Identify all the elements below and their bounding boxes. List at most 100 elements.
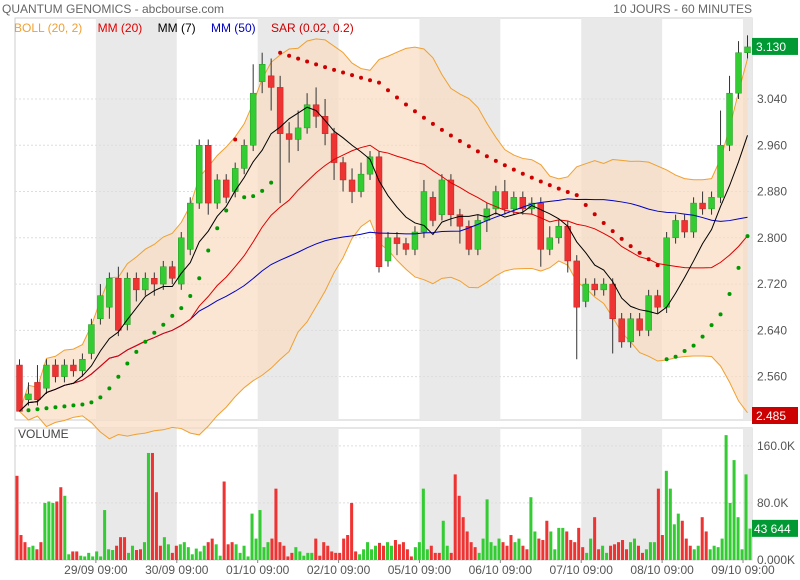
volume-bar — [246, 556, 250, 560]
candle — [115, 278, 122, 331]
sar-dot — [278, 50, 283, 55]
volume-bar — [660, 535, 664, 560]
candle — [267, 75, 275, 88]
candle — [25, 393, 32, 401]
candle — [690, 202, 697, 233]
volume-bar — [589, 538, 593, 560]
candle — [276, 87, 284, 134]
volume-bar — [712, 545, 716, 560]
volume-bar — [493, 545, 497, 560]
candle — [744, 46, 751, 53]
sar-dot — [296, 56, 301, 61]
volume-bar — [628, 542, 633, 560]
x-tick-label: 06/10 09:00 — [469, 563, 533, 577]
volume-bar — [393, 540, 397, 560]
volume-bar — [318, 555, 322, 560]
sar-dot — [152, 330, 157, 335]
x-tick-label: 09/10 09:00 — [711, 563, 775, 577]
candle — [214, 179, 221, 204]
volume-bar — [672, 524, 676, 560]
volume-bar — [417, 542, 421, 560]
candle — [582, 283, 589, 302]
volume-bar — [541, 540, 545, 560]
candle — [672, 220, 679, 239]
volume-bar — [119, 537, 123, 560]
volume-bar — [206, 542, 210, 560]
sar-dot — [26, 408, 31, 413]
sar-dot — [35, 407, 40, 412]
volume-bar — [298, 551, 302, 560]
volume-bar — [138, 549, 143, 560]
volume-bar — [656, 488, 660, 560]
sar-dot — [619, 236, 624, 241]
sar-dot — [637, 250, 642, 255]
sar-dot — [403, 102, 408, 107]
sar-dot — [673, 354, 678, 359]
volume-bar — [222, 481, 226, 560]
volume-bar — [23, 542, 27, 560]
volume-bar — [290, 552, 294, 560]
volume-bar — [545, 520, 549, 560]
candle — [52, 364, 59, 377]
volume-bar — [43, 502, 47, 560]
volume-bar — [593, 517, 597, 560]
volume-bar — [194, 548, 198, 560]
volume-bar — [338, 552, 342, 560]
legend-mm7: MM (7) — [157, 21, 196, 35]
sar-dot — [143, 339, 148, 344]
volume-bar — [238, 552, 242, 560]
candle — [591, 283, 598, 291]
sar-dot — [305, 59, 310, 64]
volume-bar — [91, 556, 95, 560]
candle — [222, 179, 230, 198]
sar-dot — [556, 186, 561, 191]
volume-bar — [111, 550, 115, 560]
volume-bar — [366, 542, 370, 560]
volume-bar — [617, 542, 621, 560]
sar-dot — [251, 194, 256, 199]
volume-bar — [601, 545, 605, 560]
legend-sar: SAR (0.02, 0.2) — [270, 21, 354, 35]
price-tick-label: 2.640 — [757, 323, 787, 337]
price-tick-label: 2.720 — [757, 277, 787, 291]
volume-bar — [15, 475, 19, 560]
sar-dot — [233, 137, 238, 142]
candle — [681, 220, 688, 233]
candle — [492, 191, 500, 210]
candle — [43, 364, 50, 389]
volume-bar — [99, 556, 103, 560]
volume-bar — [385, 542, 389, 560]
volume-bar — [266, 542, 270, 560]
sar-dot — [745, 234, 750, 239]
candle — [636, 318, 643, 331]
volume-bar — [581, 547, 585, 560]
last-volume-text: 43 644 — [754, 522, 791, 536]
volume-bar — [226, 544, 230, 560]
volume-bar — [700, 517, 704, 560]
sar-dot — [206, 248, 211, 253]
sar-dot — [125, 361, 130, 366]
volume-bar — [613, 544, 617, 560]
volume-bar — [585, 552, 589, 560]
candle — [357, 173, 365, 192]
volume-bar — [154, 492, 158, 560]
candle — [627, 318, 634, 343]
volume-bar — [684, 538, 688, 560]
volume-bar — [644, 549, 648, 560]
volume-bar — [397, 544, 401, 560]
sar-dot — [62, 404, 67, 409]
volume-bar — [75, 551, 79, 560]
candle — [465, 225, 473, 250]
sar-dot — [53, 405, 58, 410]
sar-dot — [287, 53, 292, 58]
candle — [160, 266, 167, 285]
sar-dot — [682, 349, 687, 354]
volume-bar — [688, 545, 692, 560]
sar-dot — [341, 70, 346, 75]
volume-bar — [302, 555, 306, 560]
sar-dot — [44, 406, 49, 411]
chart-title: QUANTUM GENOMICS - abcbourse.com — [2, 2, 225, 16]
volume-bar — [720, 538, 724, 560]
candle — [285, 133, 293, 140]
sar-dot — [700, 334, 705, 339]
